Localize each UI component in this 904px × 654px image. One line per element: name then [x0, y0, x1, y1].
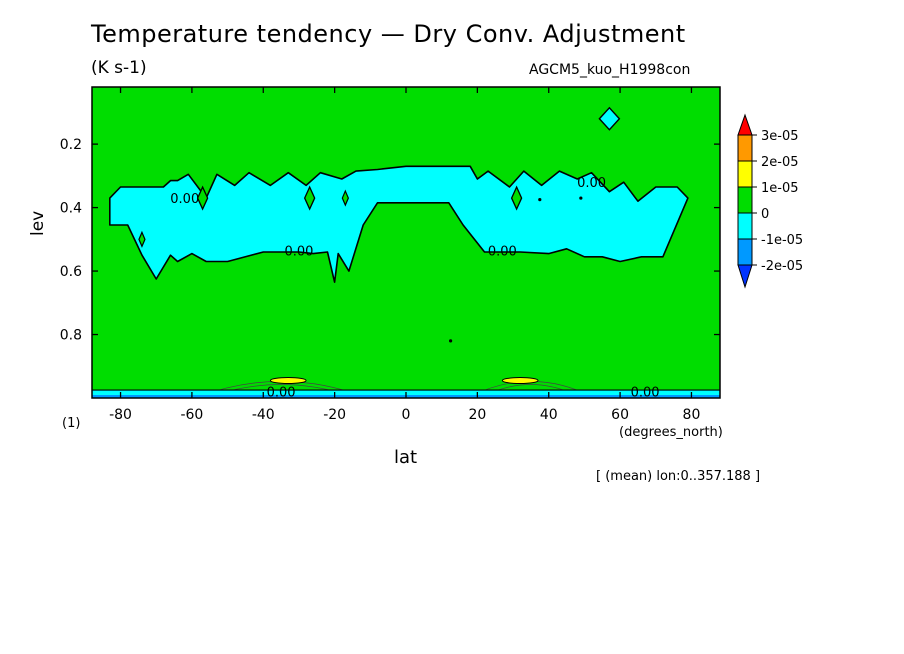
chart-title: Temperature tendency — Dry Conv. Adjustm…	[91, 20, 686, 48]
mean-note: [ (mean) lon:0..357.188 ]	[596, 469, 761, 484]
green-island-2	[510, 185, 523, 211]
isolated-negative-cell-0	[598, 106, 621, 131]
x-axis-unit: (degrees_north)	[619, 425, 723, 440]
contour-label-4: 0.00	[631, 386, 660, 401]
green-island-0	[196, 185, 209, 211]
colorbar-band-4	[737, 238, 753, 266]
colorbar-bottom-triangle	[737, 264, 753, 289]
colorbar-band-2	[737, 186, 753, 214]
x-tick-label-3: -20	[323, 407, 346, 423]
contour-label-2: 0.00	[488, 244, 517, 259]
y-axis-unit: (1)	[62, 416, 81, 431]
colorbar-band-0	[737, 134, 753, 162]
contour-dot-0	[449, 339, 453, 343]
x-tick-label-0: -80	[109, 407, 132, 423]
x-tick-label-8: 80	[683, 407, 701, 423]
contour-dot-1	[538, 198, 542, 202]
y-tick-label-0: 0.2	[60, 137, 82, 153]
y-tick-label-2: 0.6	[60, 264, 82, 280]
colorbar-label-1: 2e-05	[761, 155, 799, 170]
colorbar-label-3: 0	[761, 207, 769, 222]
colorbar-label-0: 3e-05	[761, 129, 799, 144]
run-label: AGCM5_kuo_H1998con	[529, 62, 691, 78]
contour-dot-2	[579, 196, 583, 200]
contour-label-5: 0.00	[267, 386, 296, 401]
colorbar-band-3	[737, 212, 753, 240]
units-label: (K s-1)	[91, 58, 147, 78]
positive-cell-1	[501, 377, 539, 385]
green-notch-1	[341, 189, 349, 207]
x-tick-label-4: 0	[402, 407, 411, 423]
contour-label-0: 0.00	[170, 192, 199, 207]
colorbar-top-triangle	[737, 113, 753, 136]
colorbar-label-2: 1e-05	[761, 181, 799, 196]
x-tick-label-1: -60	[180, 407, 203, 423]
x-tick-label-7: 60	[611, 407, 629, 423]
y-tick-label-3: 0.8	[60, 328, 82, 344]
y-tick-label-1: 0.4	[60, 201, 82, 217]
x-axis-label: lat	[394, 447, 418, 468]
x-tick-label-5: 20	[468, 407, 486, 423]
contour-label-1: 0.00	[284, 244, 313, 259]
x-tick-label-6: 40	[540, 407, 558, 423]
x-tick-label-2: -40	[252, 407, 275, 423]
green-island-1	[303, 185, 316, 211]
negative-region-upper	[109, 165, 689, 284]
positive-cell-0	[269, 377, 307, 385]
colorbar-label-5: -2e-05	[761, 259, 803, 274]
contour-label-3: 0.00	[577, 176, 606, 191]
colorbar-label-4: -1e-05	[761, 233, 803, 248]
colorbar-band-1	[737, 160, 753, 188]
green-notch-0	[138, 230, 146, 248]
